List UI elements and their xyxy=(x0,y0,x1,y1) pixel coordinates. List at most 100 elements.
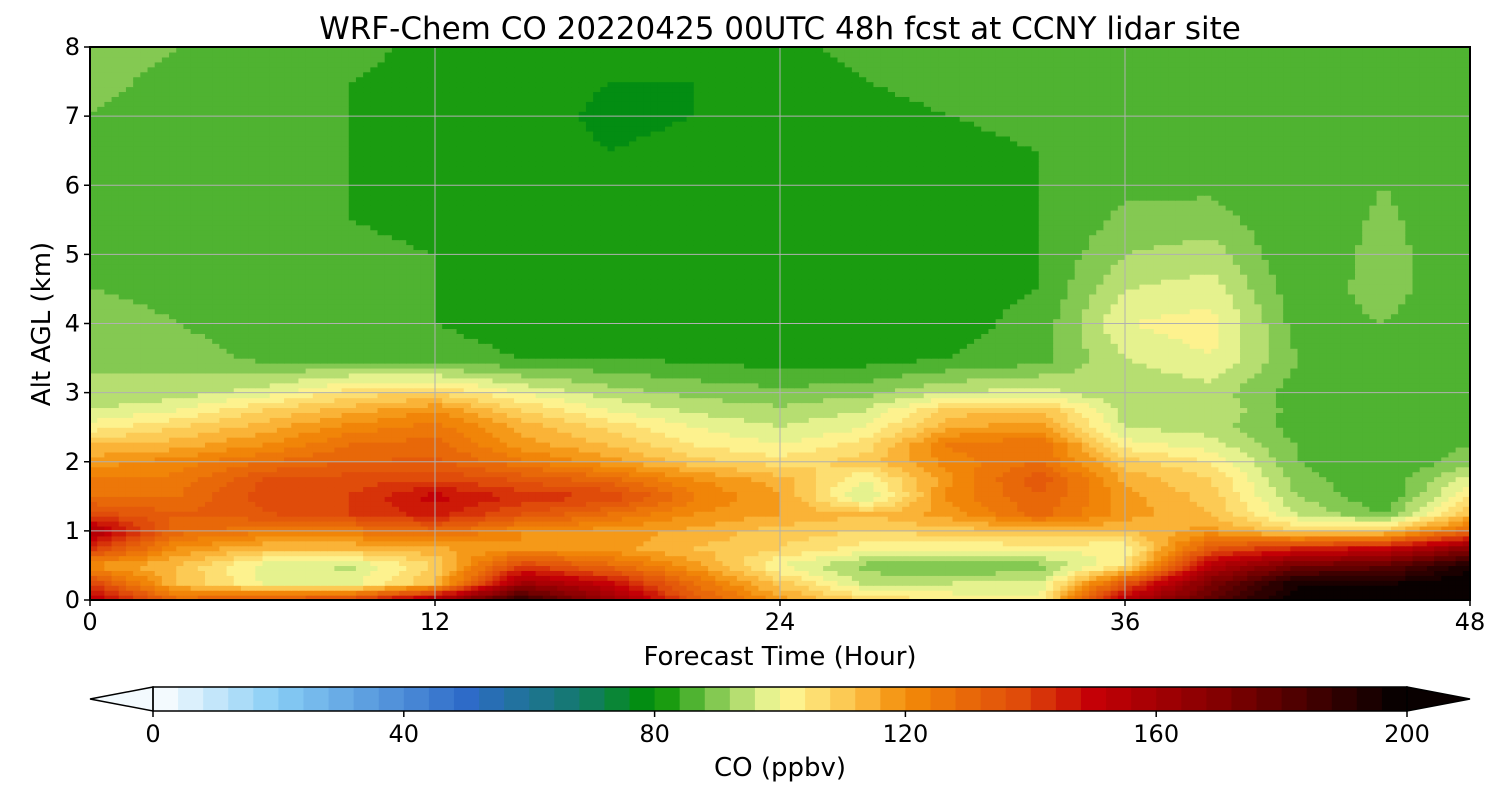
heatmap-cell xyxy=(995,525,1004,532)
heatmap-cell xyxy=(334,595,343,601)
heatmap-cell xyxy=(111,560,120,567)
heatmap-cell xyxy=(435,535,443,542)
heatmap-cell xyxy=(1455,550,1464,557)
heatmap-cell xyxy=(1153,525,1162,532)
heatmap-cell xyxy=(636,555,645,562)
heatmap-cell xyxy=(787,476,795,483)
heatmap-cell xyxy=(197,550,206,557)
heatmap-cell xyxy=(305,550,314,557)
heatmap-cell xyxy=(1311,535,1320,542)
heatmap-cell xyxy=(133,471,141,478)
heatmap-cell xyxy=(1053,540,1061,547)
heatmap-cell xyxy=(758,491,767,497)
heatmap-cell xyxy=(528,525,537,532)
heatmap-cell xyxy=(1355,555,1363,562)
heatmap-cell xyxy=(916,595,925,601)
heatmap-cell xyxy=(169,550,177,557)
heatmap-cell xyxy=(722,476,731,483)
heatmap-cell xyxy=(1355,525,1363,532)
heatmap-cell xyxy=(686,496,695,502)
heatmap-cell xyxy=(312,550,321,557)
heatmap-cell xyxy=(1017,501,1025,507)
heatmap-cell xyxy=(557,511,565,517)
heatmap-cell xyxy=(219,590,228,596)
heatmap-cell xyxy=(1268,521,1277,527)
heatmap-cell xyxy=(902,496,910,502)
heatmap-cell xyxy=(945,525,954,532)
heatmap-cell xyxy=(1297,550,1306,557)
heatmap-cell xyxy=(636,486,645,492)
heatmap-cell xyxy=(1297,545,1306,552)
heatmap-cell xyxy=(1002,575,1011,581)
heatmap-cell xyxy=(1383,575,1392,581)
heatmap-cell xyxy=(801,545,810,552)
heatmap-cell xyxy=(1311,565,1320,571)
heatmap-cell xyxy=(413,521,422,527)
heatmap-cell xyxy=(262,535,271,542)
heatmap-cell xyxy=(665,471,673,478)
heatmap-cell xyxy=(859,595,867,601)
heatmap-cell xyxy=(470,545,479,552)
heatmap-cell xyxy=(1139,525,1148,532)
heatmap-cell xyxy=(643,540,652,547)
heatmap-cell xyxy=(794,506,803,512)
heatmap-cell xyxy=(1182,555,1191,562)
heatmap-cell xyxy=(1261,580,1270,586)
heatmap-cell xyxy=(1168,496,1176,502)
heatmap-cell xyxy=(1376,486,1385,492)
heatmap-cell xyxy=(564,540,573,547)
heatmap-cell xyxy=(205,525,213,532)
heatmap-cell xyxy=(1240,550,1248,557)
heatmap-cell xyxy=(679,491,688,497)
heatmap-cell xyxy=(169,511,177,517)
heatmap-cell xyxy=(1405,575,1414,581)
heatmap-cell xyxy=(665,506,673,512)
heatmap-cell xyxy=(320,570,328,576)
heatmap-cell xyxy=(1168,590,1176,596)
heatmap-cell xyxy=(1103,481,1112,488)
heatmap-cell xyxy=(1196,491,1205,497)
heatmap-cell xyxy=(1304,491,1313,497)
heatmap-cell xyxy=(1160,511,1169,517)
heatmap-cell xyxy=(585,545,594,552)
heatmap-cell xyxy=(240,525,249,532)
heatmap-cell xyxy=(384,511,393,517)
heatmap-cell xyxy=(1182,560,1191,567)
heatmap-cell xyxy=(1297,496,1306,502)
heatmap-cell xyxy=(679,540,688,547)
heatmap-cell xyxy=(880,540,889,547)
heatmap-cell xyxy=(427,516,436,522)
heatmap-cell xyxy=(837,516,846,522)
heatmap-cell xyxy=(988,580,997,586)
heatmap-cell xyxy=(183,565,192,571)
heatmap-cell xyxy=(1326,590,1335,596)
heatmap-cell xyxy=(147,486,156,492)
heatmap-cell xyxy=(205,540,213,547)
heatmap-cell xyxy=(815,570,824,576)
heatmap-cell xyxy=(1218,580,1227,586)
heatmap-cell xyxy=(1125,540,1133,547)
heatmap-cell xyxy=(384,540,393,547)
heatmap-cell xyxy=(1254,506,1263,512)
heatmap-cell xyxy=(1347,511,1356,517)
heatmap-cell xyxy=(291,535,300,542)
heatmap-cell xyxy=(1110,506,1119,512)
heatmap-cell xyxy=(787,590,795,596)
heatmap-cell xyxy=(413,550,422,557)
heatmap-cell xyxy=(1390,516,1399,522)
heatmap-cell xyxy=(1268,575,1277,581)
heatmap-cell xyxy=(298,595,307,601)
heatmap-cell xyxy=(542,565,551,571)
heatmap-cell xyxy=(1383,535,1392,542)
heatmap-cell xyxy=(226,545,235,552)
heatmap-cell xyxy=(815,486,824,492)
heatmap-cell xyxy=(499,590,508,596)
heatmap-cell xyxy=(1002,486,1011,492)
heatmap-cell xyxy=(190,496,199,502)
heatmap-cell xyxy=(140,575,149,581)
heatmap-cell xyxy=(765,545,774,552)
heatmap-cell xyxy=(1462,516,1471,522)
heatmap-cell xyxy=(772,565,781,571)
heatmap-cell xyxy=(391,565,400,571)
heatmap-cell xyxy=(585,570,594,576)
